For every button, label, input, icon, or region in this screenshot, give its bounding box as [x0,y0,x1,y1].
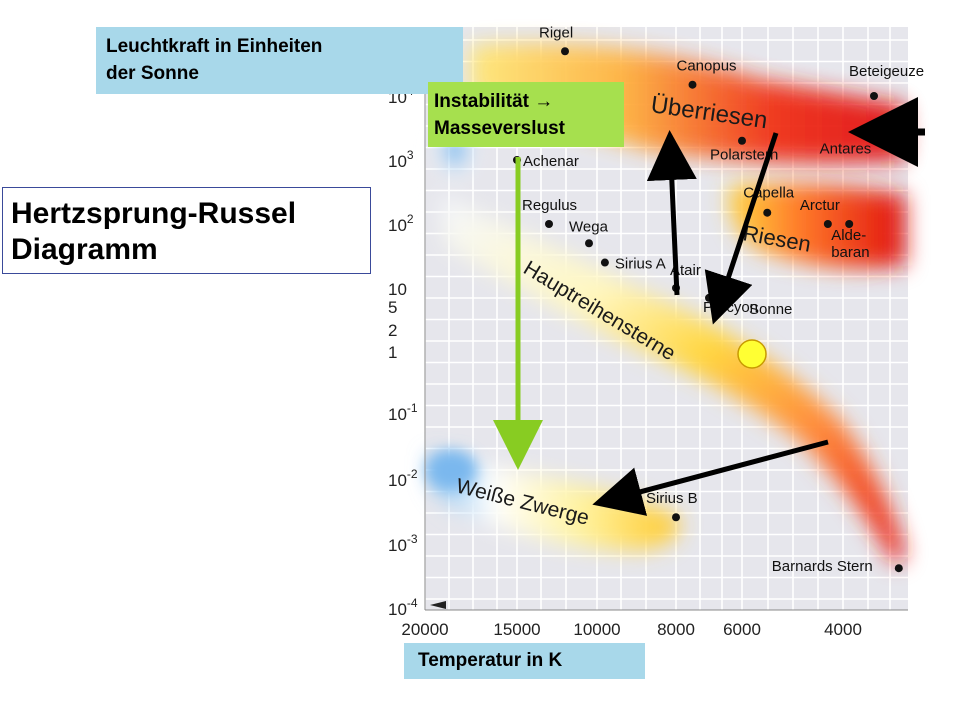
star-label: Sonne [749,301,792,318]
arrow-to-supergiants [646,130,697,296]
y-tick-label: 10-3 [388,532,418,555]
star-marker [894,564,903,573]
star-marker [738,136,746,145]
y-tick-label: 2 [388,321,397,340]
star-label: Wega [569,218,609,235]
star-marker [688,80,697,89]
y-tick-label: 10-4 [388,596,418,619]
star-marker [870,92,878,100]
arrow-to-white-dwarfs [592,439,829,516]
star-label: Polarstern [710,147,778,164]
luminosity-label-line2: der Sonne [106,63,199,84]
star-label: Beteigeuze [849,63,924,80]
star-marker [888,144,897,153]
instability-label-line2: Masseverslust [434,118,565,139]
diagram-title-line1: Hertzsprung-Russel [11,197,297,230]
luminosity-label-line1: Leuchtkraft in Einheiten [106,36,323,57]
x-tick-label: 4000 [824,620,862,639]
star-marker [600,258,609,267]
x-tick-label: 8000 [657,620,695,639]
star-label: Achenar [523,153,579,170]
arrow-to-main-sequence [704,132,779,325]
sun-marker [737,339,767,369]
star-label: Sirius A [615,256,666,273]
y-tick-label: 5 [388,298,397,317]
y-tick-label: 10 [388,280,407,299]
luminosity-label: Leuchtkraft in Einheiten der Sonne [96,27,463,94]
star-marker [672,513,680,522]
star-label: Arctur [800,197,840,214]
star-marker [561,47,569,56]
diagram-title: Hertzsprung-Russel Diagramm [2,187,371,274]
star-marker [545,220,553,228]
y-tick-label: 1 [388,343,397,362]
x-tick-label: 6000 [723,620,761,639]
temperature-label: Temperatur in K [404,643,645,679]
star-label: Capella [743,185,795,202]
star-label: Rigel [539,24,573,41]
star-marker [845,220,854,228]
x-tick-label: 10000 [573,620,620,639]
star-label: Barnards Stern [772,558,873,575]
diagram-title-line2: Diagramm [11,233,158,266]
x-tick-labels: 20000 15000 10000 8000 6000 4000 [401,620,862,639]
y-tick-label: 103 [388,148,414,171]
star-marker [585,239,593,248]
star-label: Regulus [522,197,577,214]
y-tick-label: 10-2 [388,467,418,490]
x-tick-label: 20000 [401,620,448,639]
x-tick-label: 15000 [493,620,540,639]
star-label: Alde-baran [831,227,869,261]
star-label: Canopus [677,58,737,75]
x-axis-arrowhead [430,601,446,609]
star-label: Sirius B [646,490,698,507]
y-tick-label: 10-1 [388,401,418,424]
instability-label-line1: Instabilität → [434,91,554,112]
star-label: Antares [820,141,872,158]
y-tick-labels: 1041031021052110-110-210-310-4 [388,84,418,619]
instability-label: Instabilität → Masseverslust [428,82,624,147]
star-marker [763,208,772,217]
y-tick-label: 102 [388,212,414,235]
star-marker [823,220,832,228]
